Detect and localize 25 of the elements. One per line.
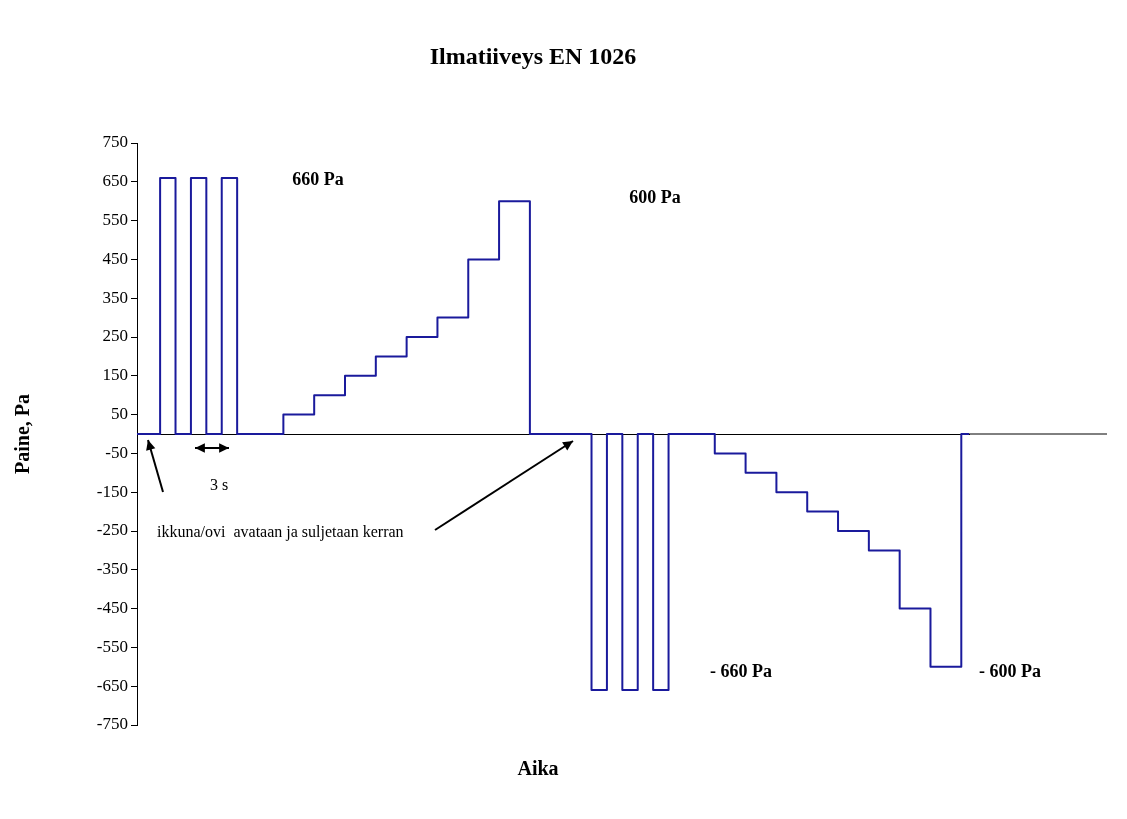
y-tick-label: -650 (96, 675, 128, 695)
chart-title: Ilmatiiveys EN 1026 (429, 43, 637, 70)
annotation: 660 Pa (292, 168, 344, 189)
y-tick-label: 550 (102, 210, 128, 230)
y-tick-label: 50 (111, 404, 128, 424)
y-tick-label: -450 (96, 598, 128, 618)
y-tick-label: -150 (96, 481, 128, 501)
y-tick-label: -50 (105, 442, 128, 462)
y-tick-label: -250 (96, 520, 128, 540)
y-tick-label: -350 (96, 559, 128, 579)
y-tick-label: 450 (102, 248, 128, 268)
y-tick-label: 750 (102, 132, 128, 152)
y-tick-label: -750 (96, 714, 128, 734)
y-tick-label: 250 (102, 326, 128, 346)
annotation: 3 s (209, 476, 229, 494)
annotation: 600 Pa (629, 186, 681, 207)
annotation: - 660 Pa (710, 660, 772, 681)
y-tick-label: 150 (102, 365, 128, 385)
y-tick-label: 350 (102, 287, 128, 307)
x-axis-title: Aika (517, 757, 559, 780)
text: - 600 Pa (979, 660, 1041, 681)
y-tick-label: 650 (102, 171, 128, 191)
annotation: ikkuna/ovi avataan ja suljetaan kerran (157, 523, 404, 542)
y-axis-title: Paine, Pa (11, 394, 34, 474)
y-tick-label: -550 (96, 636, 128, 656)
